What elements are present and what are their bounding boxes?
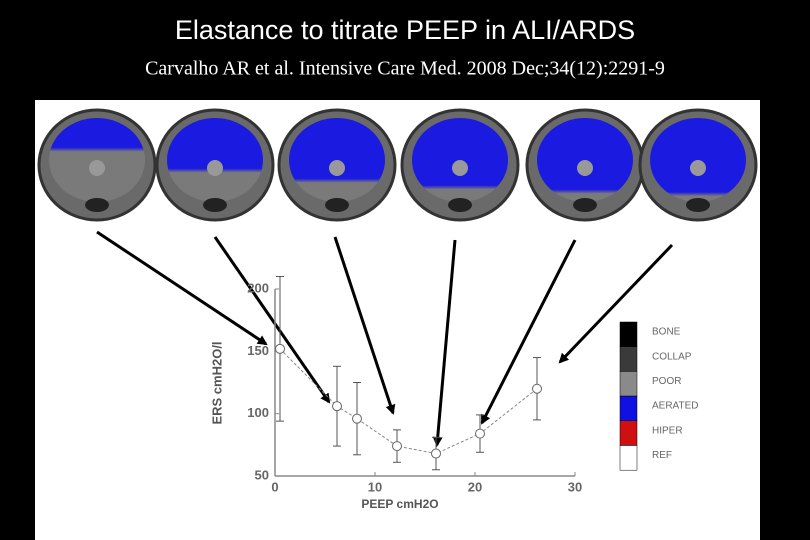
ct-heart [329,160,345,176]
data-point [431,448,441,459]
ct-spine [203,198,227,212]
ct-spine [448,198,472,212]
ct-heart [207,160,223,176]
x-tick-label: 20 [468,479,482,494]
legend-label: HIPER [652,425,683,436]
data-point [475,428,485,439]
arrow [213,236,331,404]
ct-heart [690,160,706,176]
legend-swatch [619,371,638,397]
x-axis-label: PEEP cmH2O [361,497,438,511]
legend-swatch [619,445,638,471]
arrow [480,239,577,425]
ct-heart [89,160,105,176]
y-tick-label: 100 [247,405,269,420]
y-axis-label: ERS cmH2O/l [209,341,224,424]
arrows [96,230,674,447]
legend-label: AERATED [652,401,699,412]
data-point [532,383,542,394]
ct-spine [686,198,710,212]
arrow [333,236,396,415]
legend-label: POOR [652,376,681,387]
ct-heart [452,160,468,176]
x-tick-label: 30 [568,479,582,494]
ct-spine [85,198,109,212]
data-point [352,413,362,424]
ct-heart [577,160,593,176]
x-tick-label: 10 [368,479,382,494]
ct-images [37,108,758,222]
legend-label: COLLAP [652,351,692,362]
y-tick-label: 150 [247,343,269,358]
data-point [275,343,285,354]
slide-title: Elastance to titrate PEEP in ALI/ARDS [175,15,635,45]
arrow [558,243,674,364]
legend-swatch [619,321,638,347]
ct-spine [573,198,597,212]
data-point [392,441,402,452]
arrow [432,239,457,447]
legend-swatch [619,420,638,446]
data-point [332,401,342,412]
legend-swatch [619,395,638,422]
ct-spine [325,198,349,212]
slide-subtitle: Carvalho AR et al. Intensive Care Med. 2… [145,58,665,80]
y-tick-label: 200 [247,280,269,295]
legend-label: REF [652,450,672,461]
legend-label: BONE [652,327,681,338]
y-tick-label: 50 [255,467,269,482]
legend-swatch [619,346,638,372]
x-tick-label: 0 [271,479,278,494]
arrow [96,230,268,346]
